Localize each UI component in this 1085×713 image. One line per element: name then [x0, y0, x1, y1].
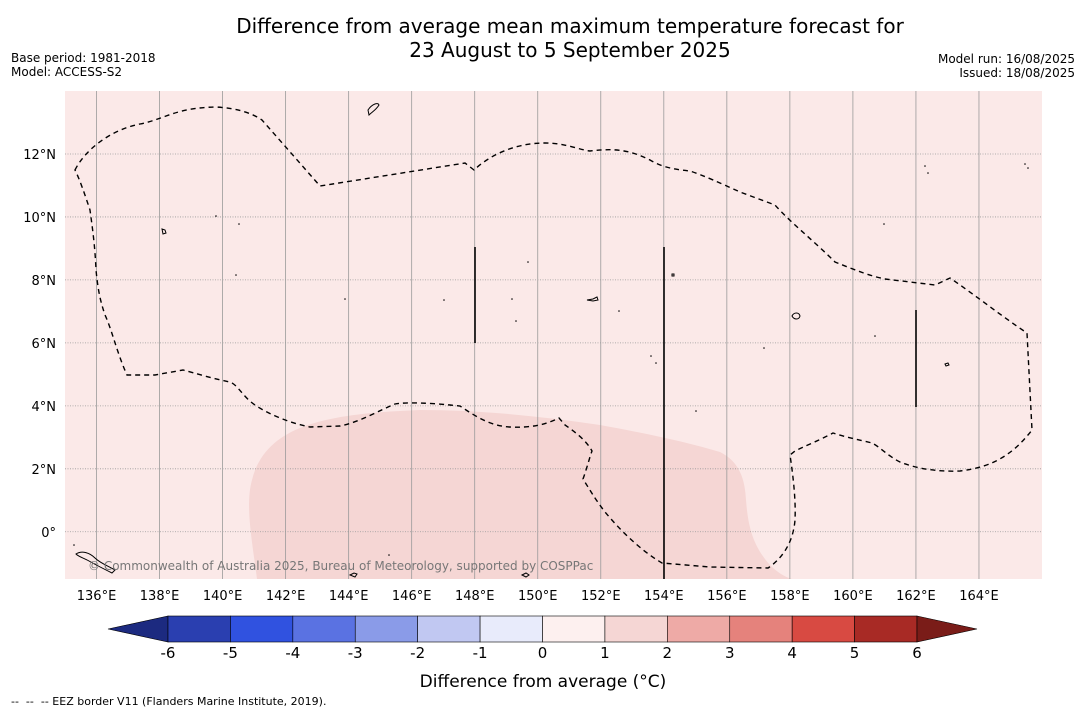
lat-tick-label: 10°N [23, 211, 56, 226]
colorbar-segment [729, 615, 793, 643]
colorbar-tick-label: -3 [348, 644, 363, 662]
lon-tick-label: 164°E [959, 589, 999, 604]
lat-tick-label: 8°N [32, 274, 57, 289]
lon-tick-label: 148°E [455, 589, 495, 604]
lat-tick-label: 0° [41, 526, 56, 541]
eez-border-palau-fsm [74, 106, 1033, 569]
colorbar-segment [230, 615, 294, 643]
islands [75, 103, 950, 578]
lon-tick-label: 158°E [770, 589, 810, 604]
lon-tick-label: 136°E [77, 589, 117, 604]
lon-tick-label: 142°E [266, 589, 306, 604]
colorbar-tick-label: -4 [285, 644, 300, 662]
longitude-labels: 136°E 138°E 140°E 142°E 144°E 146°E 148°E 150°E… [77, 589, 999, 604]
lon-tick-label: 160°E [833, 589, 873, 604]
model-text: Model: ACCESS-S2 [11, 65, 123, 79]
eez-footnote: -- -- -- EEZ border V11 (Flanders Marine… [11, 695, 327, 708]
colorbar-segment [667, 615, 731, 643]
colorbar-segment [417, 615, 481, 643]
lon-tick-label: 144°E [329, 589, 369, 604]
lon-tick-label: 138°E [140, 589, 180, 604]
island-dots [73, 163, 1029, 556]
gridlines [65, 91, 1042, 579]
issued-text: Issued: 18/08/2025 [959, 66, 1075, 80]
lon-tick-label: 152°E [581, 589, 621, 604]
lat-tick-label: 12°N [23, 148, 56, 163]
title-line-1: Difference from average mean maximum tem… [236, 14, 904, 38]
colorbar-tick-label: -6 [161, 644, 176, 662]
lon-tick-label: 154°E [644, 589, 684, 604]
colorbar-label: Difference from average (°C) [420, 672, 667, 692]
colorbar-segment [354, 615, 418, 643]
title-line-2: 23 August to 5 September 2025 [409, 38, 731, 62]
model-run-text: Model run: 16/08/2025 [937, 52, 1075, 66]
lon-tick-label: 156°E [707, 589, 747, 604]
colorbar-tick-label: 0 [538, 644, 548, 662]
meta-left: Base period: 1981-2018 Model: ACCESS-S2 [11, 51, 156, 79]
lon-tick-label: 162°E [896, 589, 936, 604]
colorbar-tick-label: 6 [912, 644, 922, 662]
lat-tick-label: 2°N [32, 463, 57, 478]
latitude-labels: 12°N 10°N 8°N 6°N 4°N 2°N 0° [23, 148, 56, 541]
anomaly-region [249, 410, 793, 579]
colorbar-tick-label: -1 [473, 644, 488, 662]
base-period-text: Base period: 1981-2018 [11, 51, 156, 65]
colorbar-segment [292, 615, 356, 643]
colorbar-under-arrow [107, 615, 169, 643]
colorbar-tick-label: 4 [787, 644, 797, 662]
meta-right: Model run: 16/08/2025 Issued: 18/08/2025 [938, 52, 1075, 80]
lon-tick-label: 150°E [518, 589, 558, 604]
colorbar-ticks: -6 -5 -4 -3 -2 -1 0 1 2 3 4 5 6 [161, 644, 922, 662]
colorbar-segment [604, 615, 668, 643]
colorbar-tick-label: 2 [663, 644, 673, 662]
colorbar-segment [542, 615, 606, 643]
colorbar-tick-label: -5 [223, 644, 238, 662]
lon-tick-label: 140°E [203, 589, 243, 604]
colorbar-tick-label: 1 [600, 644, 610, 662]
colorbar-segment [791, 615, 855, 643]
colorbar-tick-label: 3 [725, 644, 735, 662]
colorbar-segment [854, 615, 918, 643]
lat-tick-label: 6°N [32, 337, 57, 352]
colorbar [107, 615, 978, 643]
colorbar-over-arrow [916, 615, 978, 643]
copyright-text: © Commonwealth of Australia 2025, Bureau… [88, 559, 593, 573]
lon-tick-label: 146°E [392, 589, 432, 604]
map-title: Difference from average mean maximum tem… [160, 14, 980, 62]
colorbar-tick-label: 5 [850, 644, 860, 662]
colorbar-tick-label: -2 [410, 644, 425, 662]
lat-tick-label: 4°N [32, 400, 57, 415]
colorbar-segment [479, 615, 543, 643]
colorbar-segment [167, 615, 231, 643]
